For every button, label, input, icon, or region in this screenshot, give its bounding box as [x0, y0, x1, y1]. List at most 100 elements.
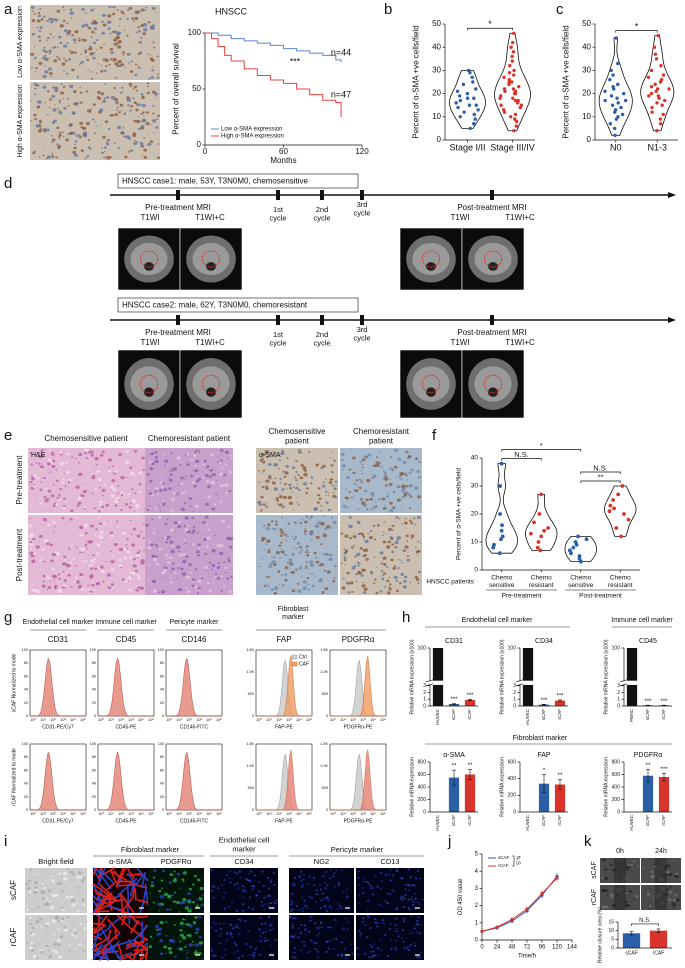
- image-detail: [169, 908, 172, 911]
- image-detail: [340, 532, 344, 535]
- image-detail: [157, 516, 162, 520]
- image-detail: [194, 943, 200, 947]
- image-detail: [188, 887, 192, 891]
- image-detail: [263, 939, 267, 942]
- image-detail: [249, 946, 253, 948]
- image-detail: [152, 876, 156, 879]
- image-detail: [226, 536, 231, 541]
- image-detail: [395, 870, 399, 873]
- image-detail: [33, 113, 37, 117]
- image-detail: [421, 898, 424, 901]
- image-detail: [63, 70, 65, 72]
- image-detail: [362, 466, 364, 468]
- image-detail: [303, 529, 308, 533]
- image-detail: [83, 134, 87, 138]
- image-detail: [265, 479, 270, 483]
- image-detail: [395, 930, 398, 932]
- y-tick-label: 1.0K: [246, 764, 254, 768]
- image-detail: [172, 467, 177, 471]
- image-detail: [300, 923, 303, 926]
- image-detail: [66, 563, 71, 568]
- bar: [626, 648, 638, 706]
- image-detail: [66, 452, 71, 456]
- image-detail: [372, 950, 375, 953]
- image-detail: [194, 949, 198, 952]
- image: [289, 868, 354, 913]
- image-detail: [408, 519, 412, 522]
- row-label: Post-treatment: [15, 528, 24, 581]
- y-tick-label: 200: [418, 797, 427, 803]
- image-detail: [252, 952, 255, 955]
- image-detail: [139, 51, 143, 54]
- image-detail: [305, 561, 308, 563]
- image-detail: [173, 571, 178, 574]
- image-detail: [156, 510, 159, 512]
- image-detail: [267, 894, 270, 897]
- data-point: [470, 75, 474, 80]
- image-detail: [133, 97, 135, 100]
- image-detail: [49, 905, 55, 910]
- y-tick-label: 0: [617, 703, 620, 709]
- image-detail: [179, 463, 182, 466]
- image-detail: [101, 20, 105, 23]
- image-detail: [103, 58, 105, 60]
- image-detail: [345, 895, 349, 898]
- bar: [649, 930, 668, 948]
- image-detail: [177, 484, 180, 486]
- image-detail: [151, 462, 155, 466]
- data-point: [608, 77, 612, 82]
- image-detail: [100, 541, 104, 544]
- image-detail: [329, 457, 332, 459]
- image-detail: [90, 108, 92, 110]
- marker-label: CD31: [48, 635, 69, 644]
- image-detail: [156, 563, 160, 566]
- image-detail: [157, 591, 160, 594]
- image-detail: [94, 33, 96, 35]
- image-detail: [342, 927, 346, 930]
- y-tick-label: 500: [248, 786, 254, 790]
- image-detail: [86, 155, 90, 158]
- legend-label: High α-SMA expression: [221, 134, 284, 140]
- image-detail: [127, 493, 131, 496]
- significance-label: N.S.: [593, 463, 608, 472]
- image-detail: [154, 555, 158, 558]
- image-detail: [121, 578, 125, 581]
- image-detail: [51, 567, 55, 571]
- image-detail: [61, 478, 65, 481]
- image-detail: [360, 470, 362, 472]
- data-point: [656, 94, 661, 98]
- image-detail: [158, 889, 162, 893]
- image-detail: [86, 547, 89, 550]
- image-detail: [101, 31, 106, 35]
- image-detail: [273, 487, 279, 491]
- y-tick-label: 2: [617, 690, 620, 696]
- y-tick-label: 5: [475, 852, 479, 858]
- cycle-label: cycle: [313, 339, 330, 348]
- image-detail: [87, 584, 90, 587]
- image-detail: [171, 939, 176, 943]
- x-tick-label: 10¹: [340, 812, 346, 816]
- x-tick-label: 10¹: [340, 718, 346, 722]
- image-detail: [394, 476, 397, 478]
- image-detail: [291, 882, 294, 885]
- image-detail: [92, 103, 96, 106]
- image-detail: [183, 539, 186, 541]
- image-detail: [89, 466, 92, 468]
- image-detail: [152, 454, 155, 457]
- image-detail: [179, 940, 182, 943]
- data-point: [655, 87, 660, 91]
- data-point: [512, 31, 516, 35]
- image-detail: [37, 35, 41, 39]
- image-detail: [69, 84, 74, 89]
- image-detail: [76, 135, 79, 138]
- image-detail: [290, 570, 295, 575]
- bar: [464, 699, 476, 706]
- image-detail: [143, 148, 148, 152]
- image-detail: [601, 905, 606, 909]
- image-detail: [79, 533, 84, 537]
- image-detail: [191, 470, 193, 472]
- image-detail: [152, 41, 155, 44]
- image-detail: [131, 571, 137, 575]
- image-detail: [235, 909, 239, 912]
